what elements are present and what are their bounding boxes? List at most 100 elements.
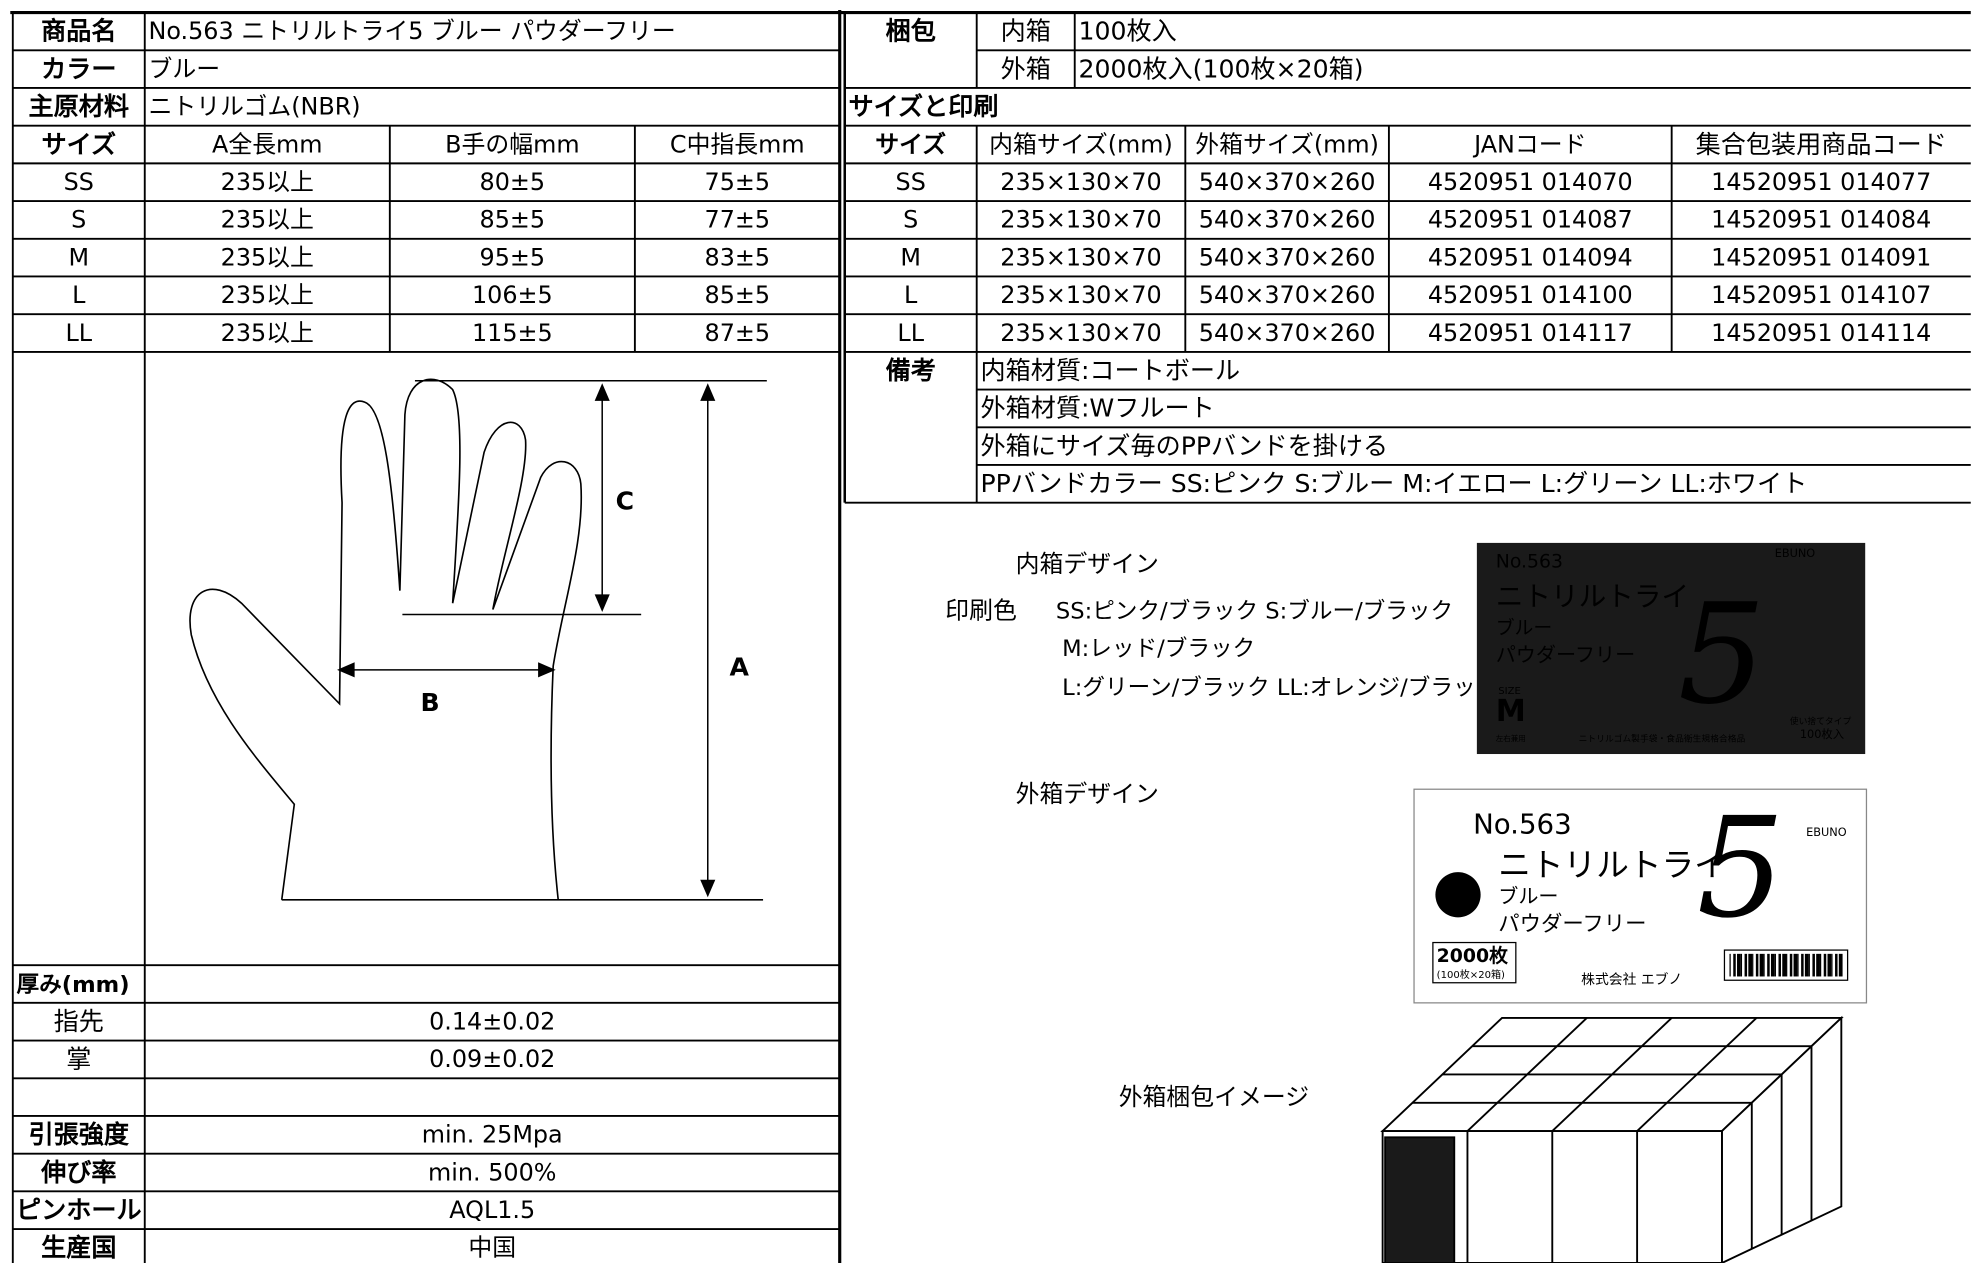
size-badge [1435,872,1481,918]
box-text: 100枚入 [1800,727,1844,741]
box-text: ニトリルゴム製手袋・食品衛生規格合格品 [1579,732,1746,744]
field-value: min. 500% [428,1158,556,1186]
barcode-bar [1778,953,1782,977]
field-label: 掌 [66,1045,91,1074]
dimension-label: B [420,688,439,717]
field-label: 指先 [54,1007,104,1036]
barcode-bar [1737,953,1741,977]
column-header: サイズ [41,130,116,159]
box-digit: 5 [1697,788,1785,949]
barcode-bar [1823,953,1827,977]
note-line: 内箱材質:コートボール [980,356,1240,385]
table-cell: 14520951 014091 [1711,243,1931,271]
table-cell: 540×370×260 [1199,168,1376,196]
table-cell: 14520951 014084 [1711,206,1931,234]
table-cell: LL [65,319,92,347]
field-label: 外箱 [1001,54,1051,83]
table-cell: L [904,281,918,309]
barcode-bar [1774,953,1776,977]
table-cell: 85±5 [705,281,771,309]
table-cell: 75±5 [705,168,771,196]
design-title: 外箱デザイン [1016,780,1159,808]
box-text: ニトリルトライ [1496,580,1689,613]
box-text: パウダーフリー [1498,912,1646,937]
field-label: 内箱 [1001,17,1051,46]
field-label: 主原材料 [29,92,130,121]
box-text: パウダーフリー [1496,643,1635,667]
dimension-label: C [616,487,634,516]
box-text: ブルー [1498,884,1558,908]
note-line: PPバンドカラー SS:ピンク S:ブルー M:イエロー L:グリーン LL:ホ… [980,469,1807,498]
table-cell: S [903,206,918,234]
box-text: No.563 [1496,551,1563,572]
print-color: SS:ピンク/ブラック S:ブルー/ブラック [1056,599,1453,625]
design-label: 印刷色 [945,597,1017,625]
field-value: 中国 [468,1234,516,1262]
barcode-bar [1733,953,1736,977]
table-cell: 85±5 [480,206,546,234]
barcode-bar [1831,953,1833,977]
table-cell: 14520951 014107 [1711,281,1931,309]
table-cell: LL [897,319,924,347]
barcode-bar [1729,953,1731,977]
table-cell: 235以上 [221,281,314,309]
table-cell: 4520951 014087 [1428,206,1633,234]
note-line: 外箱材質:Wフルート [980,394,1214,423]
field-value: 0.09±0.02 [429,1045,555,1073]
barcode-bar [1770,953,1775,977]
field-label: 伸び率 [40,1158,116,1187]
table-cell: 14520951 014114 [1711,319,1931,347]
field-value: No.563 ニトリルトライ5 ブルー パウダーフリー [149,17,676,45]
arrow-head [337,662,355,678]
barcode-bar [1816,953,1820,977]
field-label: ピンホール [16,1195,142,1224]
barcode-bar [1812,953,1815,977]
table-cell: 106±5 [472,281,553,309]
barcode-bar [1797,953,1799,977]
table-cell: 235×130×70 [1000,319,1161,347]
packing-image [1380,1015,1844,1263]
inner-box-front [1384,1136,1456,1263]
glove-outline [189,378,583,900]
table-cell: 540×370×260 [1199,206,1376,234]
barcode-bar [1782,953,1787,977]
field-value: 2000枚入(100枚×20箱) [1078,54,1363,83]
box-text: M [1496,694,1526,729]
box-text: No.563 [1473,808,1572,841]
column-header: 外箱サイズ(mm) [1195,130,1379,158]
arrow-head [594,594,610,613]
table-cell: 14520951 014077 [1711,168,1931,196]
barcode-bar [1819,953,1822,977]
table-cell: 540×370×260 [1199,281,1376,309]
table-cell: 4520951 014094 [1428,243,1633,271]
inner-box-image [1476,542,1866,755]
field-value: ニトリルゴム(NBR) [149,93,361,121]
print-color: L:グリーン/ブラック LL:オレンジ/ブラック [1062,675,1498,701]
print-color: M:レッド/ブラック [1062,636,1255,662]
field-label: 生産国 [41,1233,116,1262]
barcode-bar [1759,953,1764,977]
table-cell: 4520951 014070 [1428,168,1633,196]
table-cell: M [900,243,921,271]
box-text: EBUNO [1775,547,1816,560]
table-cell: 95±5 [480,243,546,271]
column-header: JANコード [1472,130,1586,158]
field-value: AQL1.5 [449,1196,535,1224]
barcode-bar [1793,953,1798,977]
arrow-head [594,383,610,401]
field-label: 引張強度 [29,1120,130,1149]
field-label: 梱包 [886,17,936,46]
box-text: 左右兼用 [1496,733,1526,743]
column-header: 集合包装用商品コード [1696,130,1947,159]
column-header: サイズ [875,130,946,158]
barcode-bar [1827,953,1832,977]
table-cell: 235×130×70 [1000,168,1161,196]
field-label: 厚み(mm) [17,972,130,998]
dimension-label: A [729,653,749,682]
field-label: 備考 [886,356,936,385]
barcode-bar [1801,953,1804,977]
design-title: 内箱デザイン [1016,550,1159,578]
table-cell: S [71,206,86,234]
table-cell: 235×130×70 [1000,281,1161,309]
